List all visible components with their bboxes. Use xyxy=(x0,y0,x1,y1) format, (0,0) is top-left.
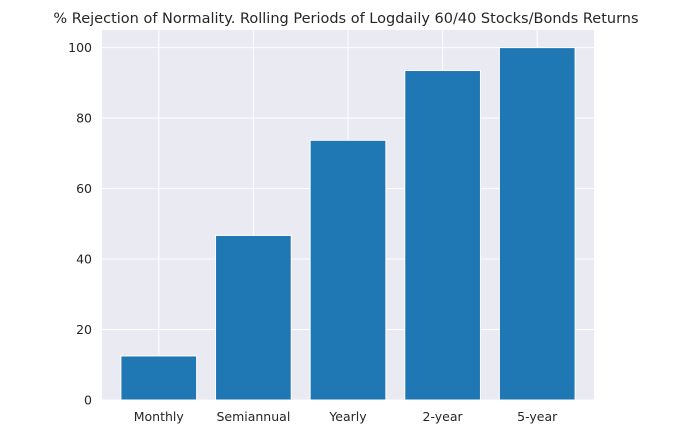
y-tick-label: 0 xyxy=(84,393,92,408)
x-axis-ticks: Monthly Semiannual Yearly 2-year 5-year xyxy=(134,409,558,424)
y-tick-label: 60 xyxy=(76,181,92,196)
x-tick-label: 5-year xyxy=(517,409,558,424)
bars xyxy=(120,47,576,401)
y-axis-ticks: 0 20 40 60 80 100 xyxy=(68,40,92,407)
bar-monthly xyxy=(120,355,198,401)
chart-title: % Rejection of Normality. Rolling Period… xyxy=(53,11,638,27)
y-tick-label: 40 xyxy=(76,252,92,267)
x-tick-label: 2-year xyxy=(423,409,464,424)
y-tick-label: 20 xyxy=(76,322,92,337)
x-tick-label: Semiannual xyxy=(216,409,290,424)
bar-semiannual xyxy=(215,234,292,401)
y-tick-label: 100 xyxy=(68,40,92,55)
y-tick-label: 80 xyxy=(76,111,92,126)
x-tick-label: Yearly xyxy=(328,409,367,424)
bar-yearly xyxy=(309,139,387,401)
bar-2-year xyxy=(404,70,481,401)
x-tick-label: Monthly xyxy=(134,409,185,424)
bar-5-year xyxy=(498,47,576,401)
